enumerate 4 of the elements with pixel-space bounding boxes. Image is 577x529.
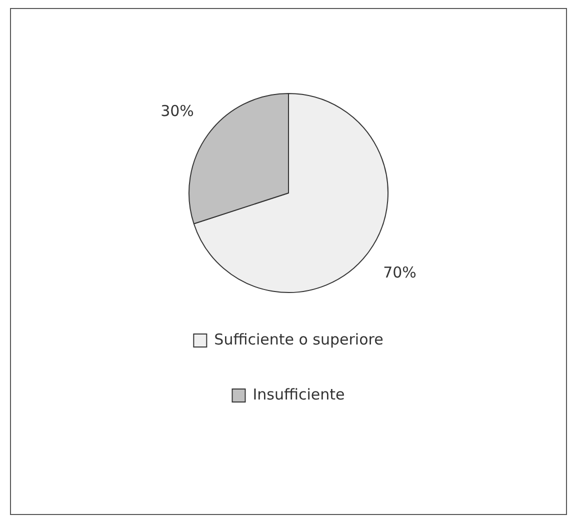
data-label: 30%	[160, 102, 194, 120]
legend-label: Insufficiente	[252, 385, 345, 404]
legend-label: Sufficiente o superiore	[214, 330, 384, 348]
data-label: 70%	[383, 264, 416, 282]
